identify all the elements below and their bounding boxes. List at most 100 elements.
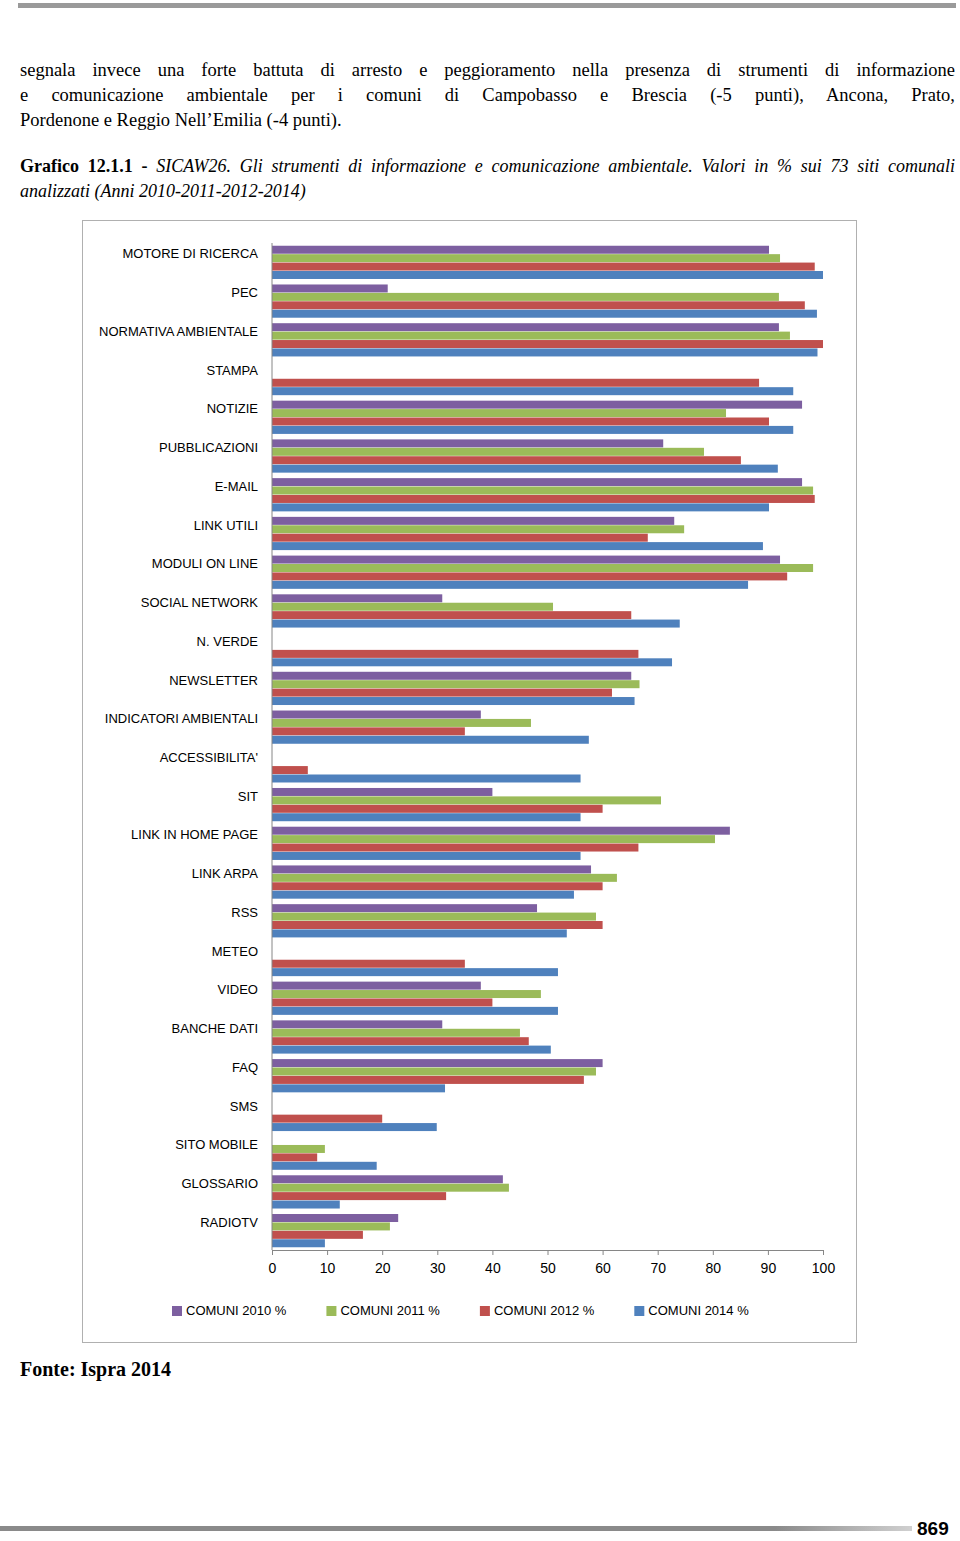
tick-mark: [272, 1250, 273, 1255]
bar: [272, 556, 780, 564]
top-rule: [18, 3, 956, 8]
bar: [272, 465, 778, 473]
bar: [272, 284, 388, 292]
bar: [272, 301, 805, 309]
bar: [272, 1231, 363, 1239]
bar: [272, 1153, 317, 1161]
bar: [272, 998, 492, 1006]
bar: [272, 503, 769, 511]
tick-label: 0: [269, 1260, 277, 1276]
tick-mark: [658, 1250, 659, 1255]
bar: [272, 796, 661, 804]
bar: [272, 1145, 325, 1153]
category-label: BANCHE DATI: [172, 1021, 258, 1036]
bar: [272, 525, 684, 533]
bar: [272, 271, 823, 279]
bar: [272, 379, 759, 387]
tick-label: 20: [375, 1260, 391, 1276]
bar: [272, 689, 612, 697]
tick: ACCESSIBILITA': [160, 750, 258, 765]
bar: [272, 564, 813, 572]
tick-label: 60: [595, 1260, 611, 1276]
bar: [272, 478, 802, 486]
bar: [272, 401, 802, 409]
tick: LINK ARPA: [192, 866, 259, 881]
tick: 70: [650, 1250, 666, 1276]
tick: 20: [375, 1250, 391, 1276]
category-label: MOTORE DI RICERCA: [122, 246, 258, 261]
y-axis: MOTORE DI RICERCAPECNORMATIVA AMBIENTALE…: [99, 243, 272, 1250]
bar: [272, 1076, 584, 1084]
chart: 0102030405060708090100MOTORE DI RICERCAP…: [82, 220, 857, 1343]
bar: [272, 1214, 398, 1222]
tick: 0: [269, 1250, 277, 1276]
bar: [272, 865, 591, 873]
bar: [272, 246, 769, 254]
bar: [272, 332, 790, 340]
category-label: PEC: [231, 285, 258, 300]
bar: [272, 620, 680, 628]
bar: [272, 417, 769, 425]
tick: LINK UTILI: [194, 518, 258, 533]
caption-text: SICAW26. Gli strumenti di informazione e…: [20, 156, 955, 201]
tick-mark: [768, 1250, 769, 1255]
tick: VIDEO: [218, 982, 258, 997]
tick-mark: [823, 1250, 824, 1255]
chart-frame: 0102030405060708090100MOTORE DI RICERCAP…: [82, 220, 857, 1347]
tick: RSS: [231, 905, 258, 920]
legend-label: COMUNI 2011 %: [340, 1303, 440, 1318]
bar: [272, 650, 638, 658]
bar: [272, 913, 596, 921]
bar: [272, 542, 763, 550]
category-label: LINK ARPA: [192, 866, 259, 881]
bar: [272, 813, 581, 821]
bar: [272, 1046, 551, 1054]
bar: [272, 727, 465, 735]
bar: [272, 835, 715, 843]
bar: [272, 495, 815, 503]
bar: [272, 1020, 442, 1028]
bar: [272, 581, 748, 589]
tick: N. VERDE: [197, 634, 259, 649]
series: [272, 271, 823, 1247]
tick-label: 100: [812, 1260, 836, 1276]
bar: [272, 1115, 382, 1123]
legend-swatch: [326, 1306, 336, 1316]
bar: [272, 827, 730, 835]
x-axis: 0102030405060708090100: [269, 1250, 836, 1276]
tick-label: 70: [650, 1260, 666, 1276]
tick: STAMPA: [206, 363, 258, 378]
bar: [272, 672, 631, 680]
series: [272, 263, 823, 1239]
tick: RADIOTV: [200, 1215, 258, 1230]
tick-label: 30: [430, 1260, 446, 1276]
caption-label: Grafico 12.1.1 -: [20, 156, 147, 176]
bar: [272, 852, 581, 860]
tick: INDICATORI AMBIENTALI: [105, 711, 258, 726]
tick: 30: [430, 1250, 446, 1276]
bar: [272, 1184, 509, 1192]
tick: FAQ: [232, 1060, 258, 1075]
bar: [272, 572, 787, 580]
category-label: VIDEO: [218, 982, 258, 997]
tick-mark: [548, 1250, 549, 1255]
bar: [272, 1162, 377, 1170]
bar: [272, 904, 537, 912]
category-label: ACCESSIBILITA': [160, 750, 258, 765]
category-label: NOTIZIE: [207, 401, 259, 416]
legend: COMUNI 2010 %COMUNI 2011 %COMUNI 2012 %C…: [172, 1303, 749, 1318]
bar: [272, 487, 813, 495]
legend-swatch: [480, 1306, 490, 1316]
caption: Grafico 12.1.1 - SICAW26. Gli strumenti …: [20, 154, 955, 204]
tick: 90: [761, 1250, 777, 1276]
category-label: E-MAIL: [215, 479, 258, 494]
legend-item: COMUNI 2012 %: [480, 1303, 595, 1318]
bar: [272, 1084, 445, 1092]
category-label: PUBBLICAZIONI: [159, 440, 258, 455]
bar: [272, 340, 823, 348]
bar: [272, 1192, 446, 1200]
bar: [272, 1059, 603, 1067]
tick-mark: [327, 1250, 328, 1255]
tick: 50: [540, 1250, 556, 1276]
bar: [272, 968, 558, 976]
